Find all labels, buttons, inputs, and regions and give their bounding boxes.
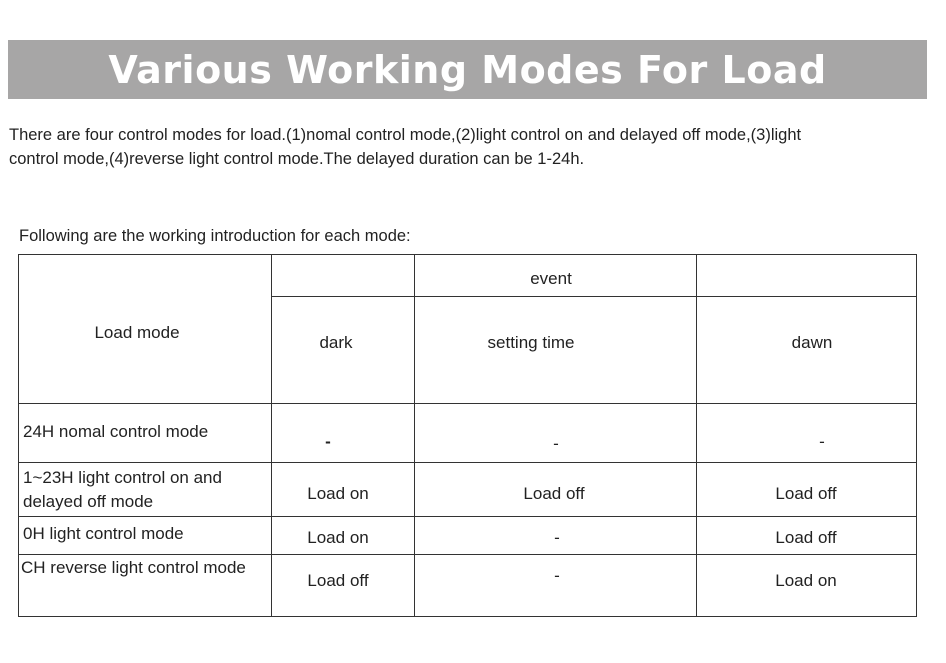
header-load-mode: Load mode [94, 323, 180, 342]
table-divider [18, 462, 917, 463]
header-setting-time: setting time [487, 333, 575, 352]
table-divider [18, 516, 917, 517]
cell-dawn: - [819, 432, 825, 451]
row-mode-label: 0H light control mode [23, 524, 184, 543]
header-event: event [530, 269, 572, 288]
cell-dark: Load on [307, 484, 369, 503]
cell-dawn: Load on [775, 571, 837, 590]
table-border-top [18, 254, 917, 255]
row-mode-label: CH reverse light control mode [21, 558, 246, 577]
row-mode-label: 1~23H light control on and delayed off m… [23, 468, 222, 511]
title-banner: Various Working Modes For Load [8, 40, 927, 99]
cell-setting-time: - [553, 434, 559, 453]
intro-paragraph: There are four control modes for load.(1… [9, 126, 802, 168]
table-divider [271, 254, 272, 617]
cell-dark: Load off [307, 571, 369, 590]
table-border-right [916, 254, 917, 617]
table-divider [18, 554, 917, 555]
table-divider [414, 254, 415, 617]
cell-dark: - [325, 432, 331, 451]
table-caption: Following are the working introduction f… [19, 227, 411, 245]
table-border-bottom [18, 616, 917, 617]
table-divider [271, 296, 917, 297]
cell-dark: Load on [307, 528, 369, 547]
cell-dawn: Load off [775, 484, 837, 503]
cell-setting-time: - [554, 528, 560, 547]
table-divider [696, 254, 697, 617]
page-title: Various Working Modes For Load [108, 47, 827, 92]
table-divider [18, 403, 917, 404]
cell-dawn: Load off [775, 528, 837, 547]
row-mode-label: 24H nomal control mode [23, 422, 209, 441]
header-dawn: dawn [791, 333, 833, 352]
cell-setting-time: - [554, 566, 560, 585]
header-dark: dark [319, 333, 353, 352]
table-border-left [18, 254, 19, 617]
cell-setting-time: Load off [523, 484, 585, 503]
